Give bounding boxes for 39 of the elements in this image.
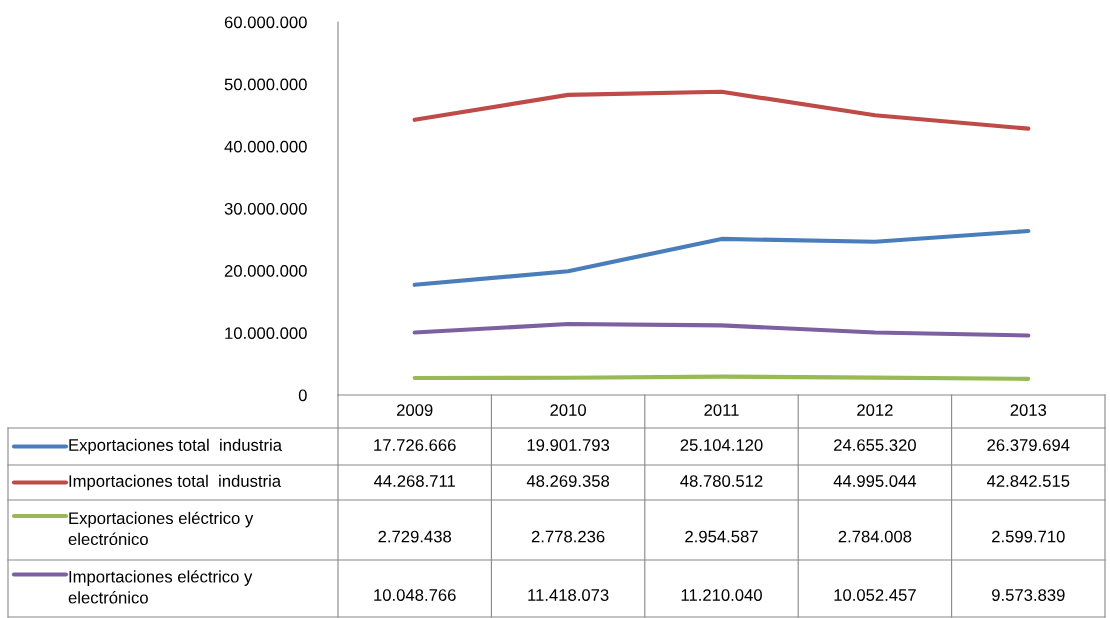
data-label: 11.418.073 bbox=[528, 589, 609, 601]
data-label: 44.995.044 bbox=[833, 475, 917, 487]
data-label: 24.655.320 bbox=[834, 439, 916, 451]
legend-label: Importaciones total industria bbox=[69, 474, 282, 491]
data-label: 17.726.666 bbox=[374, 439, 456, 451]
x-tick-label: 2012 bbox=[857, 404, 893, 416]
legend-label: Exportaciones eléctrico y electrónico bbox=[68, 511, 254, 546]
x-tick-label: 2011 bbox=[704, 404, 739, 416]
data-label: 11.210.040 bbox=[681, 589, 762, 601]
data-label: 9.573.839 bbox=[992, 589, 1065, 601]
data-label: 2.778.236 bbox=[531, 530, 605, 543]
y-tick-label: 60.000.000 bbox=[224, 16, 307, 29]
data-label: 2.599.710 bbox=[992, 530, 1065, 543]
data-label: 2.729.438 bbox=[378, 530, 452, 543]
y-tick-label: 50.000.000 bbox=[224, 78, 307, 91]
data-label: 19.901.793 bbox=[527, 439, 610, 451]
x-tick-label: 2010 bbox=[550, 404, 586, 416]
data-label: 48.269.358 bbox=[526, 475, 610, 487]
y-tick-label: 30.000.000 bbox=[224, 202, 307, 215]
data-label: 10.048.766 bbox=[374, 589, 456, 601]
y-tick-label: 20.000.000 bbox=[224, 265, 307, 277]
legend-label: Exportaciones total industria bbox=[69, 438, 282, 455]
data-label: 48.780.512 bbox=[680, 475, 763, 487]
data-label: 2.784.008 bbox=[838, 530, 912, 543]
y-tick-label: 40.000.000 bbox=[224, 140, 307, 153]
line-series bbox=[412, 228, 1031, 287]
line-series bbox=[412, 321, 1031, 338]
line-series bbox=[412, 89, 1031, 131]
x-tick-label: 2009 bbox=[397, 404, 433, 416]
data-label: 42.842.515 bbox=[986, 475, 1070, 487]
y-tick-label: 0 bbox=[298, 389, 307, 402]
data-label: 2.954.587 bbox=[685, 530, 758, 543]
data-label: 25.104.120 bbox=[680, 439, 763, 451]
y-tick-label: 10.000.000 bbox=[225, 327, 307, 340]
x-tick-label: 2013 bbox=[1010, 404, 1047, 416]
data-label: 10.052.457 bbox=[834, 589, 916, 601]
data-label: 26.379.694 bbox=[987, 439, 1070, 451]
data-label: 44.268.711 bbox=[373, 475, 455, 487]
legend-label: Importaciones eléctrico y electrónico bbox=[68, 570, 253, 604]
